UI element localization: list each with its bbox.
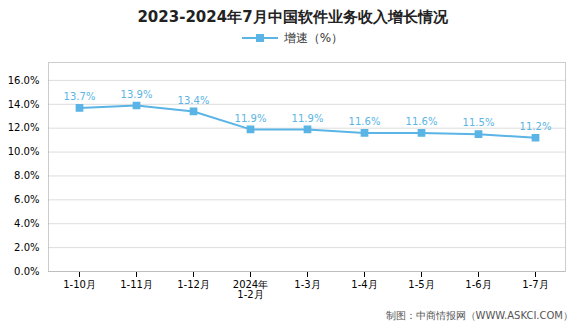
- svg-text:11.6%: 11.6%: [406, 116, 438, 127]
- svg-text:1-10月: 1-10月: [63, 279, 96, 290]
- svg-text:1-4月: 1-4月: [351, 279, 377, 290]
- svg-text:12.0%: 12.0%: [8, 122, 40, 133]
- svg-text:1-7月: 1-7月: [522, 279, 548, 290]
- svg-text:13.4%: 13.4%: [178, 95, 210, 106]
- svg-text:16.0%: 16.0%: [8, 75, 40, 86]
- svg-text:11.9%: 11.9%: [235, 113, 267, 124]
- svg-text:6.0%: 6.0%: [14, 194, 39, 205]
- svg-text:11.5%: 11.5%: [463, 117, 495, 128]
- svg-text:2024年1-2月: 2024年1-2月: [233, 279, 268, 300]
- svg-text:1-11月: 1-11月: [120, 279, 153, 290]
- svg-text:10.0%: 10.0%: [8, 146, 40, 157]
- svg-text:1-5月: 1-5月: [408, 279, 434, 290]
- html-text:2023-2024年7月中国软件业务收入增长情况: 2023-2024年7月中国软件业务收入增长情况: [137, 8, 448, 26]
- svg-text:0.0%: 0.0%: [14, 266, 39, 277]
- svg-text:14.0%: 14.0%: [8, 99, 40, 110]
- svg-text:11.9%: 11.9%: [292, 113, 324, 124]
- svg-text:1-3月: 1-3月: [294, 279, 320, 290]
- svg-text:1-6月: 1-6月: [465, 279, 491, 290]
- svg-text:11.2%: 11.2%: [520, 121, 552, 132]
- svg-text:4.0%: 4.0%: [14, 218, 39, 229]
- svg-text:13.7%: 13.7%: [64, 91, 96, 102]
- svg-text:11.6%: 11.6%: [349, 116, 381, 127]
- html-text:增速（%）: 增速（%）: [283, 30, 344, 45]
- svg-text:13.9%: 13.9%: [121, 89, 153, 100]
- svg-text:8.0%: 8.0%: [14, 170, 39, 181]
- svg-text:1-12月: 1-12月: [177, 279, 210, 290]
- svg-text:2.0%: 2.0%: [14, 242, 39, 253]
- html-text:制图：中商情报网（WWW.ASKCI.COM）: 制图：中商情报网（WWW.ASKCI.COM）: [385, 310, 573, 321]
